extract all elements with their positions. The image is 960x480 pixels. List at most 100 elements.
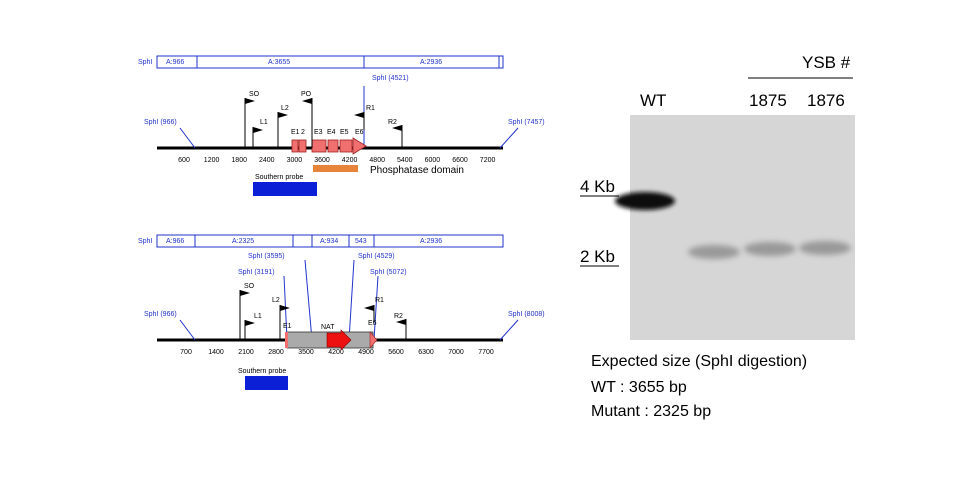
ruler-label: 1400 (208, 349, 224, 356)
fragment-label: 543 (355, 238, 367, 245)
marker-label: 4 Kb (580, 177, 615, 196)
exon-label: E6 (355, 129, 364, 136)
fragment-label: A:2325 (232, 238, 254, 245)
top-map: SphI A:966 A:3655 A:2936 600 1200 1800 2400… (138, 55, 545, 196)
ruler-label: 1800 (231, 157, 247, 164)
fragment-label: A:966 (166, 59, 184, 66)
ruler-label: 2100 (238, 349, 254, 356)
lane-label: WT (640, 91, 666, 110)
ruler-label: 7200 (480, 157, 496, 164)
ruler-label: 600 (178, 157, 190, 164)
fragment-bar (156, 234, 504, 248)
caption: Mutant : 2325 bp (591, 403, 711, 420)
lane-label: 1876 (807, 91, 845, 110)
primer-label: SO (249, 91, 260, 98)
feature-label: NAT (321, 324, 335, 331)
band (688, 245, 740, 259)
probe (253, 182, 317, 196)
primer-flag (240, 290, 250, 296)
fragment-label: A:2936 (420, 238, 442, 245)
group-label: YSB # (802, 53, 851, 72)
primer-label: R2 (388, 119, 397, 126)
primer-flag (396, 319, 406, 325)
ruler-label: 4800 (369, 157, 385, 164)
site-label: SphI (3191) (238, 269, 275, 276)
ruler-label: 3000 (287, 157, 303, 164)
site-line (499, 127, 519, 149)
exon-arrow (369, 331, 378, 349)
gene (291, 137, 367, 155)
site-label: SphI (8008) (508, 311, 545, 318)
site-line (348, 259, 355, 341)
fragment-label: A:934 (320, 238, 338, 245)
fragment-label: SphI (138, 59, 152, 66)
site-label: SphI (4529) (358, 253, 395, 260)
ruler-label: 3600 (314, 157, 330, 164)
site-label: SphI (966) (144, 119, 177, 126)
ruler-label: 3500 (298, 349, 314, 356)
primer-flag (253, 127, 263, 133)
exon-arrow (352, 137, 367, 155)
feature-label: E6 (368, 320, 377, 327)
ruler-label: 2400 (259, 157, 275, 164)
exon-label: E3 (314, 129, 323, 136)
band (744, 242, 796, 256)
primer-label: L1 (260, 119, 268, 126)
feature-label: E1 (283, 323, 292, 330)
caption: WT : 3655 bp (591, 379, 687, 396)
primer-flag (354, 112, 364, 118)
ruler-label: 5600 (388, 349, 404, 356)
nat-arrow (326, 329, 352, 351)
ruler-label: 700 (180, 349, 192, 356)
site-label: SphI (5072) (370, 269, 407, 276)
primer-flag (302, 98, 312, 104)
ruler-label: 6600 (452, 157, 468, 164)
caption: Expected size (SphI digestion) (591, 353, 807, 370)
site-line (179, 127, 196, 149)
exon-label: 2 (301, 129, 305, 136)
probe-label: Southern probe (238, 368, 286, 375)
exon (339, 139, 353, 153)
ruler: 700 1400 2100 2800 3500 4200 4900 5600 6300 7000 7… (180, 349, 494, 356)
fragment-label: A:3655 (268, 59, 290, 66)
site-label: SphI (966) (144, 311, 177, 318)
ruler-label: 1200 (204, 157, 220, 164)
exon-label: E1 (291, 129, 300, 136)
site-line (373, 275, 379, 341)
fragment-label: A:2936 (420, 59, 442, 66)
site-label: SphI (4521) (372, 75, 409, 82)
ruler-label: 6300 (418, 349, 434, 356)
exon (327, 139, 339, 153)
domain-label: Phosphatase domain (370, 165, 464, 176)
ruler: 600 1200 1800 2400 3000 3600 4200 4800 5400 6000 6… (178, 157, 495, 164)
primer-flag (245, 320, 255, 326)
site-line (179, 319, 196, 341)
domain-bar (313, 165, 358, 172)
southern-blot: YSB # WT 1875 1876 4 Kb 2 Kb Expected si… (580, 53, 855, 420)
primer-label: L1 (254, 313, 262, 320)
site-line (499, 319, 519, 341)
ruler-label: 2800 (268, 349, 284, 356)
primer-flag (280, 305, 290, 311)
primer-flag (364, 305, 374, 311)
primer-label: R2 (394, 313, 403, 320)
fragment-label: A:966 (166, 238, 184, 245)
probe (245, 376, 288, 390)
primer-label: L2 (272, 297, 280, 304)
fragment-bar (156, 55, 504, 69)
primer-flag (392, 125, 402, 131)
site-label: SphI (3595) (248, 253, 285, 260)
ruler-label: 4900 (358, 349, 374, 356)
ruler-label: 4200 (342, 157, 358, 164)
marker-label: 2 Kb (580, 247, 615, 266)
ruler-label: 5400 (397, 157, 413, 164)
exon-label: E4 (327, 129, 336, 136)
probe-label: Southern probe (255, 174, 303, 181)
exon (285, 332, 288, 348)
primer-flag (278, 112, 288, 118)
primer-label: R1 (366, 105, 375, 112)
ruler-label: 7000 (448, 349, 464, 356)
lane-label: 1875 (749, 91, 787, 110)
site-label: SphI (7457) (508, 119, 545, 126)
